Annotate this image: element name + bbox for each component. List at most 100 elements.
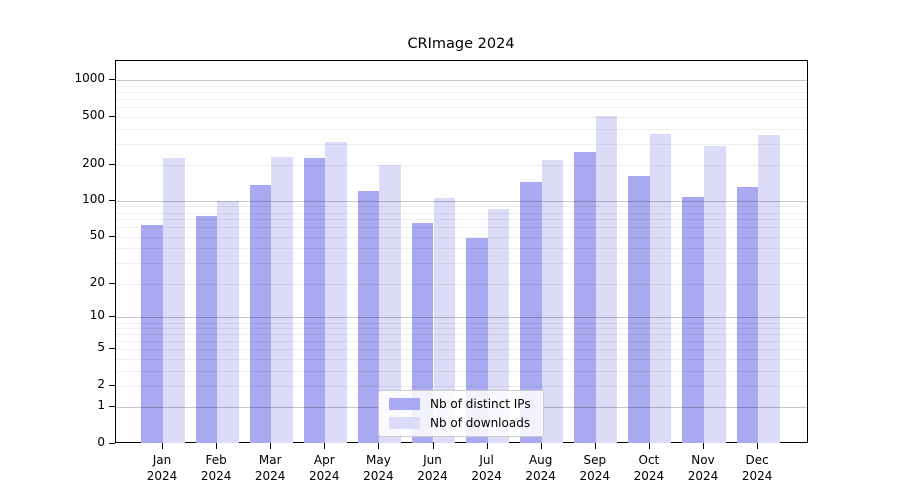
bar-downloads-jan (163, 157, 185, 444)
gridline-900 (116, 85, 807, 87)
bar-distinct-ips-jun (411, 223, 434, 444)
bar-downloads-feb (217, 200, 239, 444)
x-tick-oct (648, 443, 650, 449)
y-tick-1000 (109, 79, 115, 81)
x-tick-label-jun: Jun 2024 (403, 452, 463, 484)
x-tick-label-nov: Nov 2024 (673, 452, 733, 484)
bar-distinct-ips-jan (141, 224, 163, 444)
chart-title: CRImage 2024 (407, 36, 515, 52)
bar-distinct-ips-mar (249, 184, 272, 444)
bar-downloads-aug (541, 160, 564, 444)
bar-downloads-apr (325, 142, 347, 444)
legend-entry-downloads: Nb of downloads (389, 416, 531, 430)
y-tick-0 (109, 442, 115, 444)
bar-downloads-jun (433, 198, 456, 444)
x-tick-year-aug: 2024 (525, 469, 556, 483)
gridline-20 (116, 283, 807, 285)
x-tick-year-sep: 2024 (579, 469, 611, 483)
bar-downloads-may (379, 165, 401, 444)
bar-distinct-ips-aug (520, 181, 542, 444)
x-tick-label-sep: Sep 2024 (565, 452, 625, 484)
bar-downloads-nov (704, 145, 726, 444)
gridline-400 (116, 128, 807, 130)
gridline-300 (116, 143, 807, 145)
legend: Nb of distinct IPs Nb of downloads (378, 390, 544, 437)
x-tick-jun (432, 443, 434, 449)
gridline-500 (116, 116, 807, 118)
gridline-70 (116, 219, 807, 221)
bar-distinct-ips-sep (574, 152, 596, 444)
bar-downloads-oct (649, 133, 672, 444)
gridline-5 (116, 349, 807, 351)
legend-swatch-downloads (389, 417, 420, 429)
x-tick-sep (594, 443, 596, 449)
gridline-80 (116, 212, 807, 214)
x-tick-year-feb: 2024 (200, 469, 232, 483)
x-tick-jan (162, 443, 163, 449)
gridline-100 (116, 200, 807, 202)
x-tick-jul (486, 443, 488, 449)
gridline-7 (116, 334, 807, 336)
legend-swatch-distinct-ips (389, 398, 420, 410)
gridline-30 (116, 263, 807, 265)
x-tick-year-jan: 2024 (146, 469, 178, 483)
y-tick-label-100: 100 (82, 191, 105, 206)
bar-distinct-ips-oct (628, 176, 650, 444)
bar-downloads-sep (595, 115, 618, 444)
x-tick-dec (757, 443, 759, 449)
x-tick-label-may: May 2024 (348, 452, 408, 484)
y-tick-1 (109, 406, 115, 408)
y-tick-100 (109, 199, 115, 201)
gridline-90 (116, 206, 807, 208)
y-tick-50 (109, 235, 115, 237)
gridline-4 (116, 358, 807, 360)
x-tick-label-mar: Mar 2024 (240, 452, 300, 484)
y-tick-label-1: 1 (97, 398, 105, 413)
y-tick-label-10: 10 (89, 308, 105, 323)
bar-downloads-mar (271, 157, 293, 444)
x-tick-apr (324, 443, 326, 449)
x-tick-label-aug: Aug 2024 (511, 452, 571, 484)
gridline-8 (116, 328, 807, 330)
gridline-3 (116, 370, 807, 372)
y-tick-label-20: 20 (89, 274, 105, 289)
x-tick-year-jul: 2024 (471, 469, 502, 483)
gridline-800 (116, 92, 807, 94)
gridline-40 (116, 248, 807, 250)
x-tick-mar (270, 443, 272, 449)
gridline-2 (116, 385, 807, 387)
y-tick-label-2: 2 (97, 376, 105, 391)
legend-entry-distinct-ips: Nb of distinct IPs (389, 397, 531, 411)
x-tick-aug (540, 443, 542, 449)
x-tick-label-jan: Jan 2024 (132, 452, 192, 484)
x-tick-label-apr: Apr 2024 (294, 452, 354, 484)
x-tick-year-mar: 2024 (254, 469, 286, 483)
gridline-600 (116, 107, 807, 109)
x-tick-nov (703, 443, 704, 449)
x-tick-year-jun: 2024 (417, 469, 448, 483)
gridline-50 (116, 236, 807, 238)
bar-downloads-dec (758, 134, 780, 444)
y-tick-label-5: 5 (97, 340, 105, 355)
bar-distinct-ips-apr (303, 158, 326, 444)
legend-label-downloads: Nb of downloads (430, 416, 531, 430)
bar-downloads-jul (487, 208, 510, 444)
legend-label-distinct-ips: Nb of distinct IPs (430, 397, 531, 411)
bar-distinct-ips-dec (736, 186, 759, 444)
y-tick-label-0: 0 (97, 434, 105, 449)
y-tick-2 (109, 384, 115, 386)
plot-area (115, 60, 808, 444)
x-tick-year-nov: 2024 (687, 469, 719, 483)
bar-distinct-ips-feb (195, 215, 218, 444)
x-tick-year-oct: 2024 (633, 469, 665, 483)
x-tick-label-dec: Dec 2024 (727, 452, 787, 484)
x-tick-label-feb: Feb 2024 (186, 452, 246, 484)
y-tick-10 (109, 316, 115, 318)
x-tick-label-oct: Oct 2024 (619, 452, 679, 484)
y-tick-5 (109, 348, 115, 350)
gridline-9 (116, 322, 807, 324)
gridline-60 (116, 227, 807, 229)
x-tick-year-dec: 2024 (741, 469, 773, 483)
x-tick-label-jul: Jul 2024 (457, 452, 517, 484)
